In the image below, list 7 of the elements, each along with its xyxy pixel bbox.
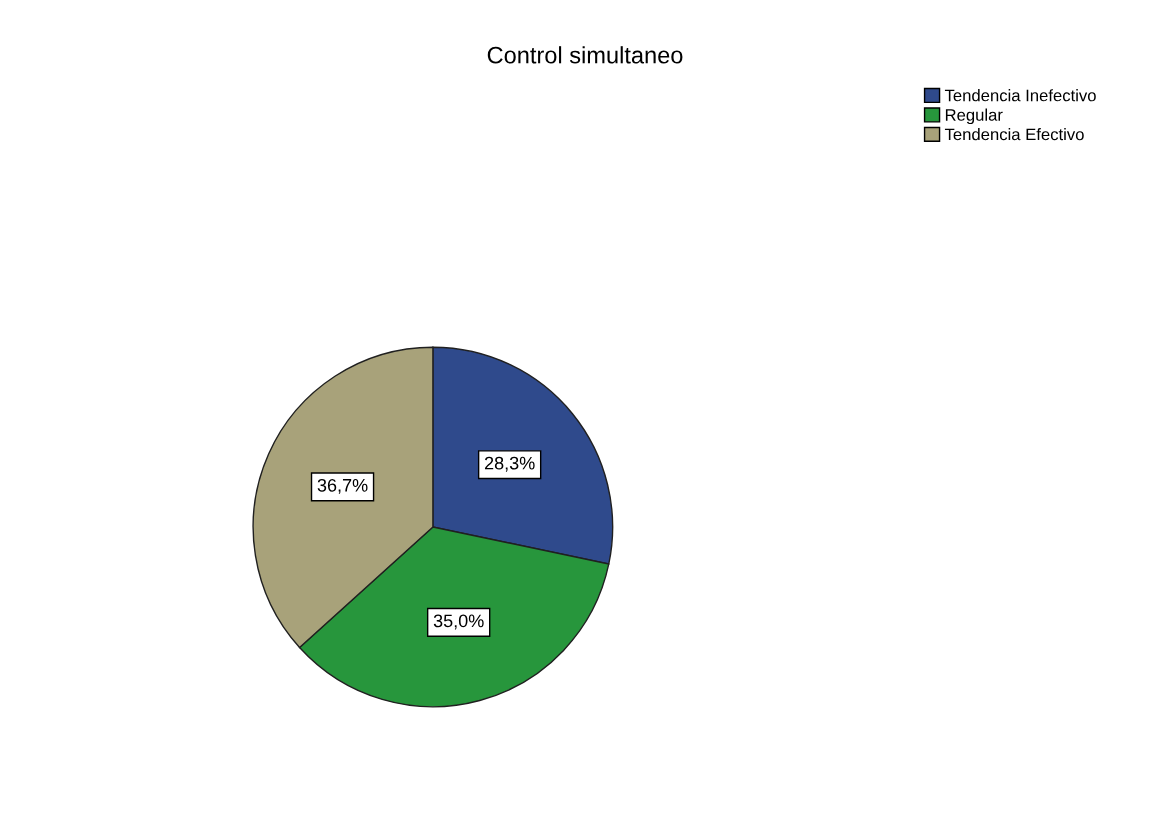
- data-label: 36,7%: [317, 478, 368, 494]
- legend-label: Tendencia Inefectivo: [944, 89, 1096, 102]
- chart-title: Control simultaneo: [487, 46, 683, 64]
- legend-label: Regular: [945, 108, 1003, 125]
- data-label: 35,0%: [433, 614, 484, 630]
- legend-label: Tendencia Efectivo: [944, 128, 1084, 141]
- data-label: 28,3%: [484, 456, 535, 472]
